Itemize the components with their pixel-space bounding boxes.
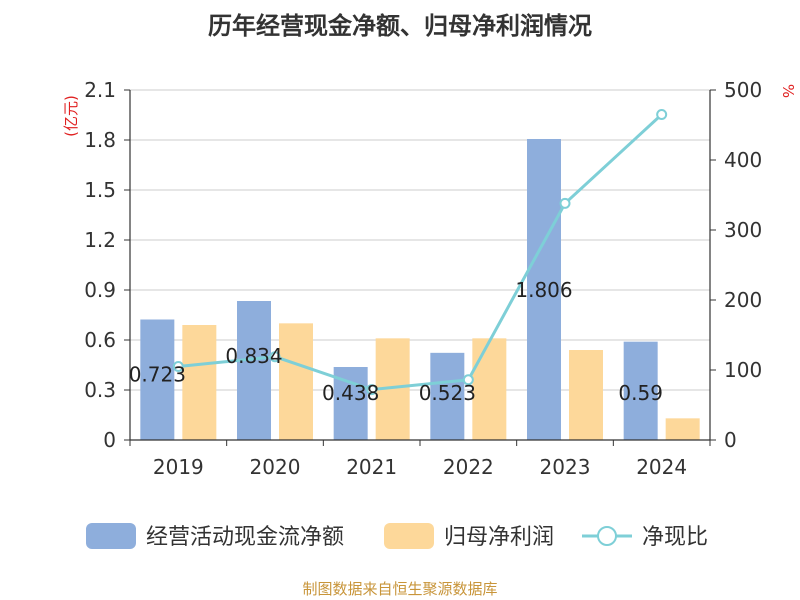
data-labels: 0.723 0.834 0.438 0.523 1.806 0.59 [129, 278, 663, 405]
right-tick-label: 300 [724, 218, 762, 242]
bar-net-profit [182, 325, 217, 440]
right-tick-label: 500 [724, 78, 762, 102]
left-tick-label: 0 [103, 428, 116, 452]
data-label: 0.834 [225, 344, 282, 368]
x-tick-label: 2019 [153, 455, 204, 479]
data-label: 0.59 [618, 381, 663, 405]
left-tick-label: 1.5 [84, 178, 116, 202]
ratio-line [172, 109, 668, 396]
x-tick-label: 2023 [540, 455, 591, 479]
bar-operating-cash-flow [237, 301, 271, 440]
source-note: 制图数据来自恒生聚源数据库 [302, 580, 498, 598]
x-tick-label: 2020 [250, 455, 301, 479]
left-tick-label: 2.1 [84, 78, 116, 102]
legend-swatch-ratio-marker [597, 526, 617, 546]
ratio-line-path [178, 113, 663, 392]
legend: 经营活动现金流净额 归母净利润 净现比 [86, 523, 708, 550]
bar-operating-cash-flow [623, 341, 658, 440]
right-axis-unit: % [779, 84, 797, 98]
gridlines [130, 89, 710, 391]
right-tick-label: 400 [724, 148, 762, 172]
bar-net-profit [279, 323, 313, 440]
right-tick-label: 100 [724, 358, 762, 382]
bar-operating-cash-flow [430, 352, 465, 440]
left-tick-label: 1.8 [84, 128, 116, 152]
bar-net-profit [665, 418, 700, 440]
bar-operating-cash-flow [527, 139, 561, 440]
x-tick-label: 2024 [636, 455, 687, 479]
legend-swatch-net-profit [384, 523, 434, 549]
legend-label-net-profit: 归母净利润 [444, 525, 554, 550]
right-tick-label: 200 [724, 288, 762, 312]
chart-title: 历年经营现金净额、归母净利润情况 [208, 12, 592, 40]
data-label: 0.723 [129, 363, 186, 387]
left-tick-label: 0.9 [84, 278, 116, 302]
ratio-point [366, 384, 378, 396]
ratio-point [656, 109, 668, 120]
data-label: 0.523 [419, 381, 476, 405]
x-tick-label: 2022 [443, 455, 494, 479]
data-label: 1.806 [515, 278, 572, 302]
ratio-point [559, 197, 571, 209]
ratio-point [462, 374, 474, 386]
x-tick-label: 2021 [346, 455, 397, 479]
ratio-point [172, 361, 184, 372]
bar-net-profit [472, 338, 507, 440]
data-label: 0.438 [322, 381, 379, 405]
legend-swatch-operating-cash-flow [86, 523, 136, 549]
right-tick-label: 0 [724, 428, 737, 452]
left-tick-label: 1.2 [84, 228, 116, 252]
ratio-point [269, 351, 281, 363]
legend-label-ratio: 净现比 [642, 525, 708, 550]
left-tick-label: 0.6 [84, 328, 116, 352]
axes: 0 0.3 0.6 0.9 1.2 1.5 1.8 2.1 0 100 200 300 400 500 (亿… [62, 78, 797, 479]
left-tick-label: 0.3 [84, 378, 116, 402]
bar-net-profit [569, 350, 603, 440]
bars [140, 139, 700, 440]
bar-operating-cash-flow [140, 319, 175, 440]
left-axis-unit: (亿元) [62, 95, 80, 137]
legend-label-operating-cash-flow: 经营活动现金流净额 [146, 525, 344, 550]
